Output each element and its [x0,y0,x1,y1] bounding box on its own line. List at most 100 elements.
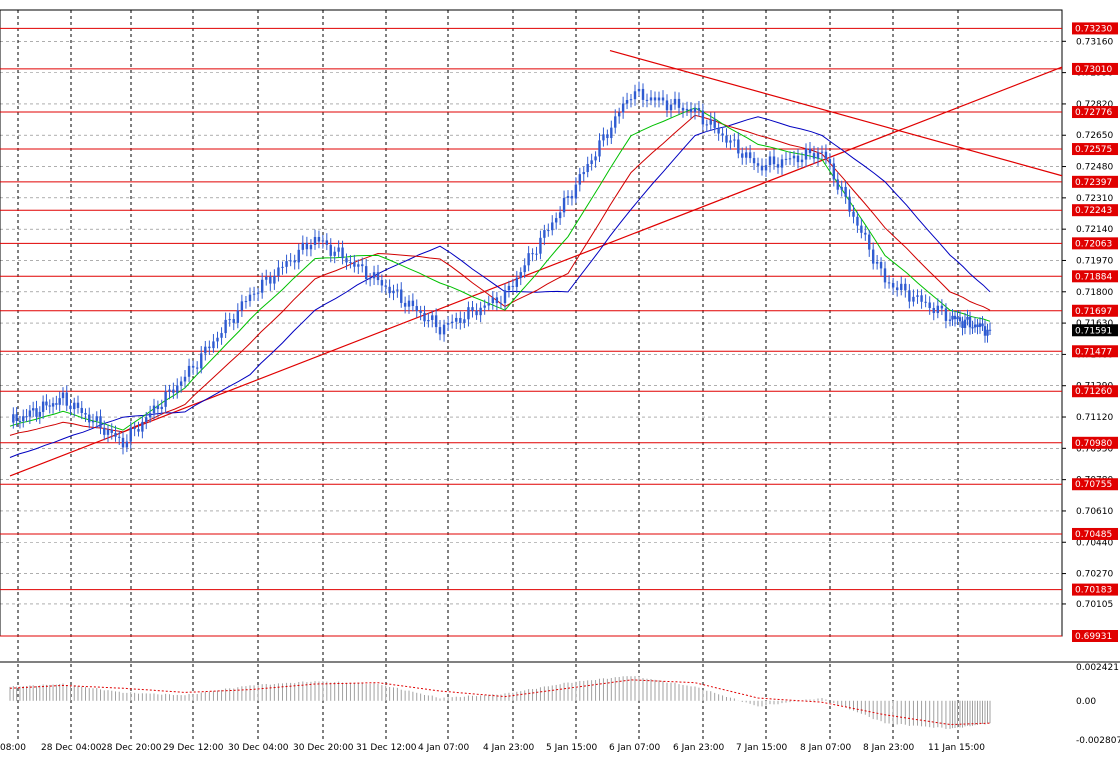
candle-body [459,317,462,323]
candle-body [305,242,309,250]
candle-body [944,308,948,321]
level-tag [1072,175,1118,188]
candle-body [748,152,752,159]
candle-body [325,240,329,245]
candle-body [281,266,284,268]
candle-body [963,319,967,328]
candle-body [317,236,321,242]
candle-body [58,398,61,405]
y-tick-label: 0.71630 [1076,319,1113,329]
level-tag [1072,527,1118,540]
candle-body [689,108,693,113]
candle-body [353,261,356,267]
candle-body [562,197,566,213]
grid-layer [0,9,1120,742]
level-tag-label: 0.69931 [1075,632,1112,642]
candle-body [685,108,689,111]
candle-body [539,237,542,254]
candle-body [285,261,288,267]
osc-signal-line [9,679,991,726]
level-tag [1072,270,1118,283]
candle-body [156,405,160,410]
level-tag-label: 0.71884 [1075,272,1112,282]
candle-body [832,163,836,180]
x-tick-label: 11 Jan 15:00 [928,743,985,753]
candle-body [693,107,697,113]
candle-body [293,260,296,263]
candle-body [125,441,129,448]
candle-body [776,164,780,168]
candle-body [41,401,45,412]
candle-body [411,300,415,307]
candle-body [18,420,22,422]
level-tag-label: 0.71477 [1075,347,1112,357]
candle-body [625,100,629,104]
candle-body [491,297,495,304]
candle-body [232,319,235,323]
candle-body [333,251,336,256]
trendlines[interactable] [9,49,1063,477]
candle-body [958,317,962,322]
candle-body [887,282,891,284]
candle-body [875,261,879,264]
candle-body [621,103,625,113]
x-tick-label: 31 Dec 12:00 [356,743,417,753]
x-tick-label: 4 Jan 23:00 [483,743,535,753]
osc-tick-label: 0.002421 [1076,663,1119,673]
candle-body [277,267,280,277]
candle-body [208,346,211,349]
candle-body [912,296,915,302]
candle-body [400,289,403,303]
candle-body [25,416,28,418]
candle-body [752,158,756,164]
candle-body [240,301,244,311]
candle-body [475,310,478,316]
candle-body [661,97,665,101]
candle-body [844,186,847,197]
candle-body [764,165,768,171]
candle-body [617,112,621,117]
trendline-support[interactable] [9,66,1063,477]
candle-body [345,258,348,263]
candle-body [392,290,395,294]
candle-body [148,413,152,418]
candle-body [427,319,430,322]
y-tick-label: 0.70270 [1076,570,1113,580]
x-tick-label: 6 Jan 07:00 [609,743,661,753]
candle-body [269,276,272,284]
candle-body [895,287,899,291]
candle-body [380,280,384,286]
candle-body [172,389,175,393]
candle-body [924,301,927,303]
level-tag [1072,143,1118,156]
horizontal-levels[interactable] [0,27,1062,637]
candle-body [483,305,486,308]
level-tag-label: 0.70755 [1075,480,1112,490]
y-tick-label: 0.73160 [1076,37,1113,47]
trendline-resistance[interactable] [609,49,1063,177]
level-tag-label: 0.71697 [1075,307,1112,317]
level-tag [1072,345,1118,358]
candle-body [717,127,720,134]
y-tick-label: 0.71120 [1076,413,1113,423]
candle-body [176,385,179,393]
candle-body [503,290,507,304]
candle-body [535,253,538,255]
price-tag-label: 0.71591 [1075,326,1112,336]
candle-body [164,391,167,407]
candle-body [566,196,570,198]
candle-body [554,218,558,223]
level-tag-label: 0.71260 [1075,387,1112,397]
candle-body [983,326,987,336]
candle-body [828,159,832,164]
level-tag-label: 0.70980 [1075,439,1112,449]
candle-body [455,317,458,322]
candle-body [864,232,867,235]
candle-body [415,306,418,311]
candle-body [920,295,923,302]
candle-body [145,417,148,422]
x-tick-label: 28 Dec 04:00 [41,743,102,753]
